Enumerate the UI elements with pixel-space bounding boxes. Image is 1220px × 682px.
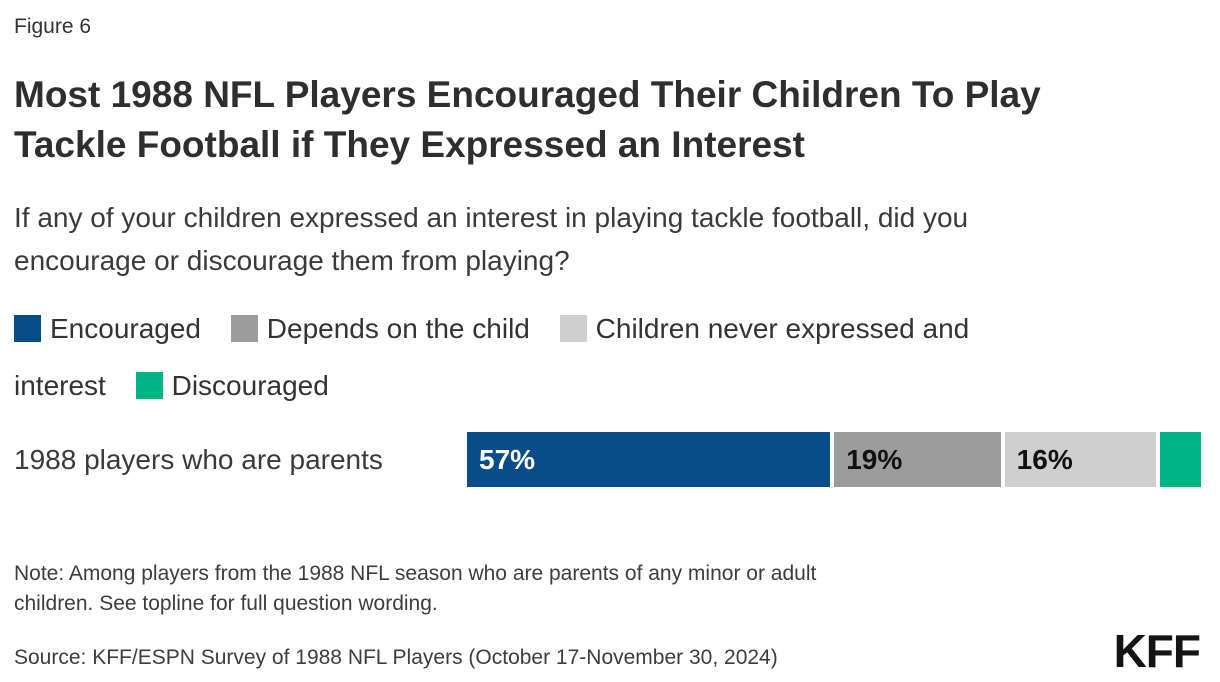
bar-value-label: 16% [1016,443,1073,475]
stacked-bar: 57% 19% 16% [467,432,1201,487]
figure-label: Figure 6 [14,15,92,38]
legend-swatch-icon [559,315,587,342]
kff-logo: KFF [1113,625,1201,677]
bar-segment-encouraged: 57% [467,432,831,487]
bar-value-label: 57% [479,443,536,475]
legend-label: Discouraged [171,370,329,401]
legend-swatch-icon [230,315,258,342]
legend: Encouraged Depends on the child Children… [14,300,994,414]
bar-value-label: 19% [846,443,903,475]
note-text: Note: Among players from the 1988 NFL se… [14,562,817,615]
chart-title: Most 1988 NFL Players Encouraged Their C… [14,74,1041,165]
legend-item-depends-on-the-child: Depends on the child [230,313,530,344]
legend-swatch-icon [135,372,163,399]
chart-subtitle: If any of your children expressed an int… [14,202,969,276]
legend-label: Depends on the child [266,313,530,344]
legend-item-discouraged: Discouraged [135,370,329,401]
footer: Source: KFF/ESPN Survey of 1988 NFL Play… [14,625,1206,677]
bar-segment-depends-on-the-child: 19% [834,432,1001,487]
legend-item-encouraged: Encouraged [14,313,201,344]
bar-segment-children-never-expressed-and-interest: 16% [1004,432,1156,487]
legend-item-children-never-expressed-and-interest: Children never expressed and interest [14,313,969,401]
bar-row: 1988 players who are parents 57% 19% 16% [14,432,1206,487]
source-text: Source: KFF/ESPN Survey of 1988 NFL Play… [14,646,778,669]
category-label: 1988 players who are parents [14,444,383,475]
legend-label: Children never expressed and interest [14,313,970,401]
legend-swatch-icon [14,315,41,342]
bar-segment-discouraged [1159,432,1201,487]
legend-label: Encouraged [50,313,202,344]
